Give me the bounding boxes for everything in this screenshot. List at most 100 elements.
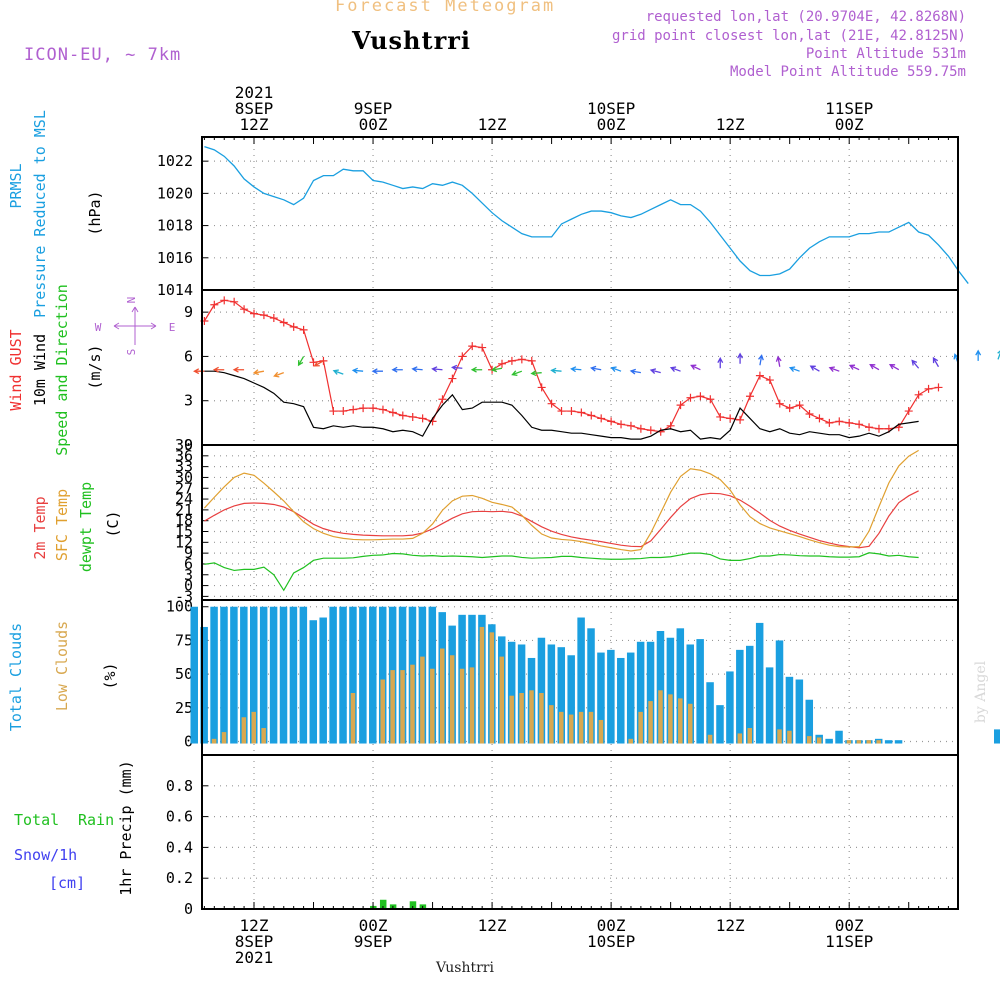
- y-tick-label-precip: 0.8: [166, 777, 193, 795]
- gust-marker: [845, 418, 854, 427]
- total-cloud-bar: [240, 606, 248, 744]
- gust-marker: [259, 311, 268, 320]
- top-time-label: 12Z: [478, 115, 507, 134]
- gust-marker: [924, 384, 933, 393]
- low-cloud-bar: [410, 664, 415, 744]
- low-cloud-bar: [816, 737, 822, 744]
- gust-marker: [398, 411, 407, 420]
- low-cloud-bar: [707, 734, 713, 744]
- gust-marker: [597, 414, 606, 423]
- wind-direction-arrow: [775, 355, 782, 367]
- total-cloud-bar: [636, 641, 645, 744]
- gust-marker: [349, 405, 358, 414]
- wind-direction-arrow: [511, 370, 523, 377]
- low-cloud-bar: [578, 711, 584, 744]
- gust-marker: [468, 342, 477, 351]
- gust-marker: [438, 395, 447, 404]
- total-cloud-bar: [378, 606, 387, 744]
- wind-direction-arrow: [212, 366, 225, 373]
- total-cloud-bar: [646, 641, 655, 744]
- wind-direction-arrow: [932, 356, 940, 368]
- wind-direction-arrow: [550, 367, 562, 374]
- low-cloud-bar: [509, 695, 514, 744]
- panel-frame-temperature: [201, 444, 959, 601]
- total-cloud-bar: [835, 730, 843, 744]
- gust-marker: [686, 393, 695, 402]
- wind-gust-title: Wind GUST: [7, 329, 25, 410]
- low-cloud-bar: [221, 732, 227, 744]
- gust-marker: [934, 383, 943, 392]
- total-cloud-bar: [329, 606, 337, 744]
- total-cloud-bar: [369, 606, 377, 744]
- gust-marker: [329, 407, 338, 416]
- sfc-temp-line: [203, 449, 919, 552]
- gust-marker: [626, 421, 635, 430]
- low-cloud-bar: [628, 738, 633, 744]
- total-cloud-bar: [666, 637, 675, 744]
- wind-direction-arrow: [332, 369, 344, 375]
- pressure-unit: (hPa): [86, 190, 104, 235]
- compass-n: N: [125, 297, 138, 304]
- gust-marker: [646, 426, 655, 435]
- snow-unit-legend: [cm]: [49, 874, 85, 892]
- y-tick-label-clouds: 25: [175, 699, 193, 717]
- low-cloud-bar: [529, 690, 534, 744]
- gust-marker: [696, 392, 705, 401]
- speed-direction-title: Speed and Direction: [53, 284, 71, 456]
- low-cloud-bar: [251, 711, 256, 744]
- low-cloud-bar: [241, 717, 247, 744]
- total-cloud-bar: [994, 729, 1000, 744]
- wind-direction-arrow: [371, 368, 383, 375]
- precip-unit: 1hr Precip (mm): [117, 760, 135, 895]
- bottom-time-label: 00Z: [835, 916, 864, 935]
- total-cloud-bar: [626, 652, 635, 744]
- total-cloud-bar: [587, 628, 595, 744]
- low-cloud-bar: [390, 670, 395, 744]
- gust-marker: [369, 404, 378, 413]
- top-time-label: 11SEP: [825, 99, 873, 118]
- low-cloud-bar: [658, 690, 663, 744]
- total-cloud-bar: [557, 647, 566, 744]
- y-tick-label-pressure: 1022: [157, 152, 193, 170]
- top-time-label: 00Z: [359, 115, 388, 134]
- low-cloud-bar: [261, 728, 266, 744]
- total-cloud-bar: [269, 606, 278, 744]
- gust-marker: [220, 296, 229, 305]
- bottom-time-label: 9SEP: [354, 932, 393, 951]
- low-cloud-bar: [539, 693, 544, 744]
- gust-marker: [835, 417, 844, 426]
- y-tick-label-temperature: 39: [175, 436, 193, 454]
- low-cloud-bar: [598, 719, 604, 744]
- wind-direction-arrow: [590, 365, 602, 372]
- total-cloud-bar: [696, 639, 704, 744]
- top-time-label: 00Z: [835, 115, 864, 134]
- top-time-label: 10SEP: [587, 99, 635, 118]
- gust-marker: [279, 318, 288, 327]
- rain-legend: Rain: [78, 811, 114, 829]
- wind-direction-arrow: [809, 365, 820, 372]
- bottom-time-label: 12Z: [240, 916, 269, 935]
- gust-marker: [527, 356, 536, 365]
- gust-marker: [250, 309, 258, 318]
- low-cloud-bar: [866, 740, 872, 744]
- total-legend: Total: [14, 811, 59, 829]
- total-cloud-bar: [547, 644, 556, 744]
- top-time-label: 8SEP: [235, 99, 274, 118]
- gust-marker: [269, 314, 278, 323]
- temp-2m-line: [204, 490, 919, 549]
- gust-marker: [855, 420, 864, 429]
- y-tick-label-pressure: 1018: [157, 217, 193, 235]
- wind-direction-arrow: [690, 364, 701, 371]
- y-tick-label-wind: 3: [184, 392, 193, 410]
- top-time-label: 12Z: [240, 115, 269, 134]
- bottom-time-label: 00Z: [597, 916, 626, 935]
- low-cloud-bar: [678, 698, 683, 744]
- gust-marker: [537, 383, 546, 392]
- y-tick-label-clouds: 100: [166, 598, 193, 616]
- low-cloud-bar: [420, 656, 425, 744]
- gust-marker: [408, 412, 417, 421]
- low-cloud-bar: [876, 740, 881, 744]
- y-tick-label-precip: 0.4: [166, 838, 193, 856]
- gust-marker: [755, 371, 764, 380]
